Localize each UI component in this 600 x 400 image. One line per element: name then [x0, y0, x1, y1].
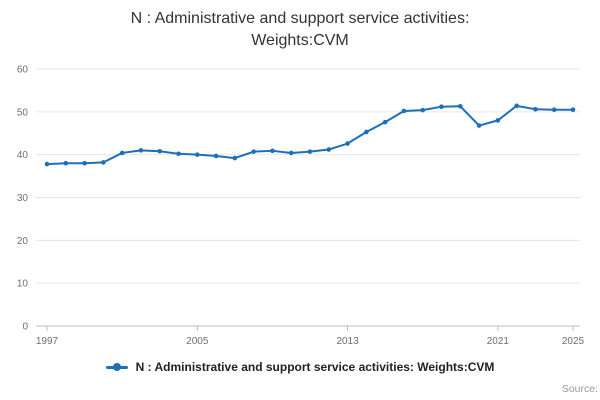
svg-text:50: 50 [17, 107, 29, 118]
legend-item[interactable]: N : Administrative and support service a… [105, 360, 495, 374]
chart-title: N : Administrative and support service a… [0, 8, 600, 51]
source-label: Source: [561, 383, 598, 395]
legend-line-marker-icon [105, 363, 128, 371]
svg-text:10: 10 [17, 279, 29, 290]
svg-text:20: 20 [17, 236, 29, 247]
svg-text:0: 0 [22, 322, 28, 333]
legend: N : Administrative and support service a… [0, 360, 600, 374]
svg-text:2005: 2005 [186, 336, 209, 347]
line-chart: 0 10 20 30 40 50 60 1997 2005 2013 2021 2025 [17, 65, 585, 348]
svg-text:2013: 2013 [336, 336, 359, 347]
svg-text:60: 60 [17, 65, 29, 76]
legend-label: N : Administrative and support service a… [135, 360, 495, 374]
svg-text:30: 30 [17, 193, 29, 204]
svg-text:2021: 2021 [487, 336, 510, 347]
svg-text:2025: 2025 [562, 336, 585, 347]
svg-text:40: 40 [17, 150, 29, 161]
chart-title-text: N : Administrative and support service a… [130, 10, 470, 49]
svg-text:1997: 1997 [36, 336, 59, 347]
